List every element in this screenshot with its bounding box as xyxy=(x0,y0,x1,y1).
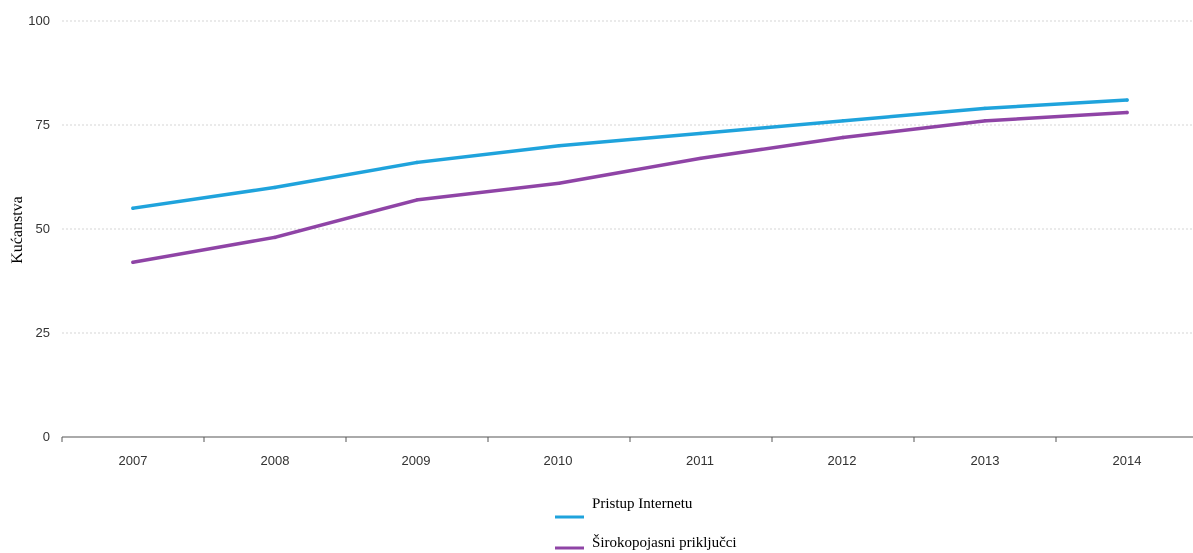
legend-label: Pristup Internetu xyxy=(592,496,693,512)
x-tick-label: 2013 xyxy=(971,453,1000,468)
legend-item-pristup-internetu: Pristup Internetu xyxy=(555,496,693,519)
y-tick-label: 25 xyxy=(36,325,50,340)
gridlines xyxy=(62,20,1193,334)
data-point xyxy=(983,106,987,111)
y-tick-labels: 0 25 50 75 100 xyxy=(28,13,50,444)
legend-label: Širokopojasni priključci xyxy=(592,534,737,551)
y-tick-label: 100 xyxy=(28,13,50,28)
data-point xyxy=(1125,98,1129,102)
data-point xyxy=(273,235,277,240)
legend: Pristup Internetu Širokopojasni priključ… xyxy=(555,496,737,551)
x-tick-labels: 2007 2008 2009 2010 2011 2012 2013 2014 xyxy=(119,453,1142,468)
data-point xyxy=(131,206,135,210)
x-tick-label: 2014 xyxy=(1113,453,1142,468)
data-point xyxy=(699,131,703,136)
data-point xyxy=(841,119,845,123)
series-line-pristup-internetu xyxy=(131,98,1129,210)
x-tick-label: 2009 xyxy=(402,453,431,468)
x-tick-label: 2012 xyxy=(828,453,857,468)
data-point xyxy=(841,135,845,140)
data-point xyxy=(1125,110,1129,115)
data-point xyxy=(557,181,561,186)
data-point xyxy=(983,119,987,123)
y-tick-label: 50 xyxy=(36,221,50,236)
x-tick-label: 2010 xyxy=(544,453,573,468)
data-point xyxy=(415,198,419,202)
axes xyxy=(61,436,1193,442)
series-line-sirokopojasni-prikljucci xyxy=(131,110,1129,265)
y-tick-label: 0 xyxy=(43,429,50,444)
data-point xyxy=(415,160,419,165)
series-lines xyxy=(131,98,1129,265)
x-tick-label: 2011 xyxy=(686,453,714,468)
y-tick-label: 75 xyxy=(36,117,50,132)
x-tick-label: 2007 xyxy=(119,453,148,468)
x-tick-label: 2008 xyxy=(261,453,290,468)
legend-item-sirokopojasni-prikljucci: Širokopojasni priključci xyxy=(555,534,737,551)
data-point xyxy=(131,260,135,265)
data-point xyxy=(557,144,561,148)
y-axis-label: Kućanstva xyxy=(9,196,26,264)
data-point xyxy=(273,185,277,190)
data-point xyxy=(699,156,703,161)
